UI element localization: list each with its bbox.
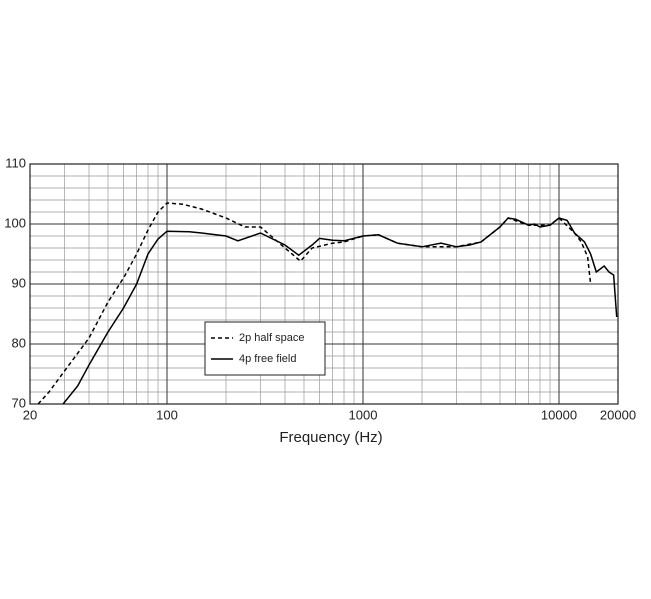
x-tick-label: 1000 (349, 407, 378, 422)
x-axis-label: Frequency (Hz) (279, 429, 382, 446)
x-tick-label: 100 (156, 407, 178, 422)
x-tick-label: 20 (23, 407, 37, 422)
y-tick-label: 100 (4, 215, 26, 230)
legend-label: 2p half space (239, 332, 304, 344)
legend-box (204, 321, 326, 376)
series-line (62, 217, 618, 405)
plot-frame (29, 163, 619, 405)
x-tick-label: 20000 (600, 407, 636, 422)
y-tick-label: 80 (12, 335, 26, 350)
x-tick-label: 10000 (541, 407, 577, 422)
y-tick-label: 70 (12, 395, 26, 410)
legend-label: 4p free field (239, 353, 296, 365)
y-tick-label: 90 (12, 275, 26, 290)
y-tick-label: 110 (5, 155, 26, 170)
